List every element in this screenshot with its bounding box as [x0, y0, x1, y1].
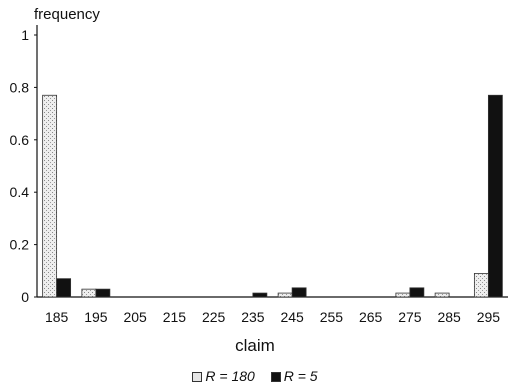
bar-r5	[409, 287, 425, 298]
x-tick-label: 255	[320, 309, 344, 325]
x-tick-label: 205	[123, 309, 147, 325]
x-tick-label: 195	[84, 309, 108, 325]
legend-swatch-r5	[270, 372, 281, 382]
bar-r180	[42, 94, 58, 298]
legend-label-r180: R = 180	[205, 368, 255, 384]
y-tick-label: 1	[21, 27, 29, 43]
bar-r180	[81, 288, 97, 298]
bar-r180	[395, 292, 411, 298]
y-tick-label: 0.6	[10, 132, 30, 148]
x-axis-label: claim	[235, 336, 275, 355]
legend-item-r180: R = 180	[192, 368, 255, 384]
legend-swatch-r180	[192, 372, 203, 382]
bar-r180	[473, 273, 489, 298]
bar-r5	[95, 288, 111, 298]
y-tick-label: 0.8	[10, 79, 30, 95]
x-tick-label: 265	[359, 309, 383, 325]
bar-r5	[487, 94, 503, 298]
legend-item-r5: R = 5	[270, 368, 318, 384]
bar-r5	[252, 292, 268, 298]
x-tick-label: 245	[280, 309, 304, 325]
tick-labels: 0 0.2 0.4 0.6 0.8 1 185 195 205 215 225 235 245 255 26…	[10, 27, 501, 325]
y-tick-label: 0.2	[10, 237, 30, 253]
y-tick-label: 0.4	[10, 184, 30, 200]
x-tick-label: 185	[45, 309, 69, 325]
x-tick-label: 285	[437, 309, 461, 325]
bar-r180	[277, 292, 293, 298]
legend-label-r5: R = 5	[283, 368, 318, 384]
axes	[36, 25, 508, 298]
x-tick-label: 225	[202, 309, 226, 325]
x-tick-label: 215	[163, 309, 187, 325]
legend: R = 180 R = 5	[0, 368, 510, 384]
bar-r180	[434, 292, 450, 298]
y-tick-label: 0	[21, 289, 29, 305]
x-tick-label: 235	[241, 309, 265, 325]
x-tick-label: 295	[477, 309, 501, 325]
bars	[42, 94, 503, 298]
x-tick-label: 275	[398, 309, 422, 325]
bar-r5	[291, 287, 307, 298]
y-axis-label: frequency	[34, 6, 100, 23]
bar-r5	[56, 278, 72, 298]
